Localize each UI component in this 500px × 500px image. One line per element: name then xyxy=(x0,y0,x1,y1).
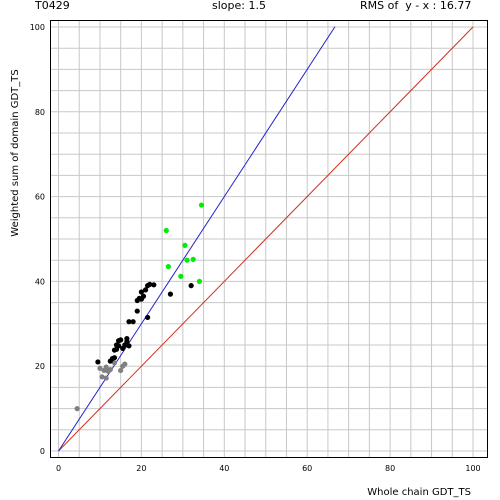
data-point xyxy=(95,359,101,365)
x-tick-label: 20 xyxy=(136,464,146,473)
data-point xyxy=(103,364,109,370)
data-point xyxy=(122,361,128,367)
data-point xyxy=(118,367,124,374)
x-tick-label: 100 xyxy=(465,464,480,473)
data-point xyxy=(178,273,184,279)
y-tick-label: 40 xyxy=(35,277,45,286)
data-point xyxy=(140,293,147,299)
data-point xyxy=(124,339,130,345)
tick-labels: 0 20 40 60 80 100 0 20 40 60 80 100 xyxy=(30,23,481,473)
data-point xyxy=(190,256,196,262)
data-point xyxy=(74,406,80,412)
data-point xyxy=(188,283,194,289)
y-axis-label: Weighted sum of domain GDT_TS xyxy=(10,69,21,236)
y-tick-label: 100 xyxy=(30,23,45,32)
slope-line xyxy=(58,26,336,452)
rms-label: RMS of y - x : 16.77 xyxy=(360,0,472,12)
data-point xyxy=(145,314,151,321)
data-point xyxy=(165,263,171,270)
data-point xyxy=(198,202,205,208)
identity-line xyxy=(58,26,474,452)
data-point xyxy=(151,282,157,288)
data-point xyxy=(103,375,109,381)
y-tick-label: 20 xyxy=(35,362,45,371)
x-tick-label: 60 xyxy=(302,464,312,473)
reference-lines xyxy=(58,26,474,452)
data-point xyxy=(147,281,153,287)
data-point xyxy=(126,319,132,325)
target-id: T0429 xyxy=(35,0,70,12)
x-tick-label: 0 xyxy=(56,464,61,473)
data-point xyxy=(196,278,203,284)
data-point xyxy=(118,337,124,343)
data-point xyxy=(138,289,144,295)
x-axis-label: Whole chain GDT_TS xyxy=(367,487,471,498)
data-point xyxy=(184,257,190,263)
data-point xyxy=(99,374,105,380)
data-point xyxy=(107,366,113,373)
x-tick-label: 80 xyxy=(385,464,395,473)
grid xyxy=(50,20,487,457)
y-tick-label: 80 xyxy=(35,108,45,117)
data-point xyxy=(163,227,169,234)
data-point xyxy=(97,365,103,371)
slope-label: slope: 1.5 xyxy=(212,0,266,12)
data-point xyxy=(116,343,122,349)
data-point xyxy=(142,287,149,293)
data-point xyxy=(167,291,174,297)
data-points xyxy=(74,202,205,412)
data-point xyxy=(126,343,132,349)
y-tick-label: 60 xyxy=(35,193,45,202)
data-point xyxy=(111,355,118,361)
y-tick-label: 0 xyxy=(40,447,45,456)
data-point xyxy=(111,360,118,366)
data-point xyxy=(182,242,188,248)
data-point xyxy=(134,308,140,314)
x-tick-label: 40 xyxy=(219,464,229,473)
data-point xyxy=(130,319,136,325)
plot-frame xyxy=(50,20,488,458)
